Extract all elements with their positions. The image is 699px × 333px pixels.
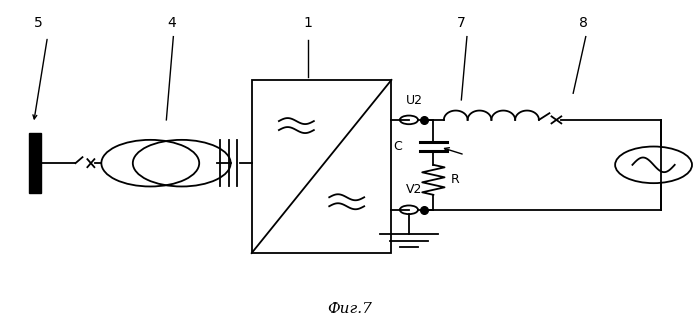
Text: R: R — [451, 173, 460, 186]
Text: 4: 4 — [167, 16, 175, 30]
Bar — [29, 133, 41, 193]
Bar — [252, 80, 391, 253]
Text: 5: 5 — [34, 16, 43, 30]
Text: C: C — [393, 140, 402, 153]
Text: Фиг.7: Фиг.7 — [327, 302, 372, 316]
Text: 7: 7 — [457, 16, 466, 30]
Circle shape — [400, 205, 418, 214]
Text: V2: V2 — [405, 183, 421, 196]
Text: 8: 8 — [579, 16, 588, 30]
Circle shape — [615, 147, 692, 183]
Text: U2: U2 — [405, 94, 422, 107]
Circle shape — [400, 116, 418, 124]
Text: 1: 1 — [303, 16, 312, 30]
